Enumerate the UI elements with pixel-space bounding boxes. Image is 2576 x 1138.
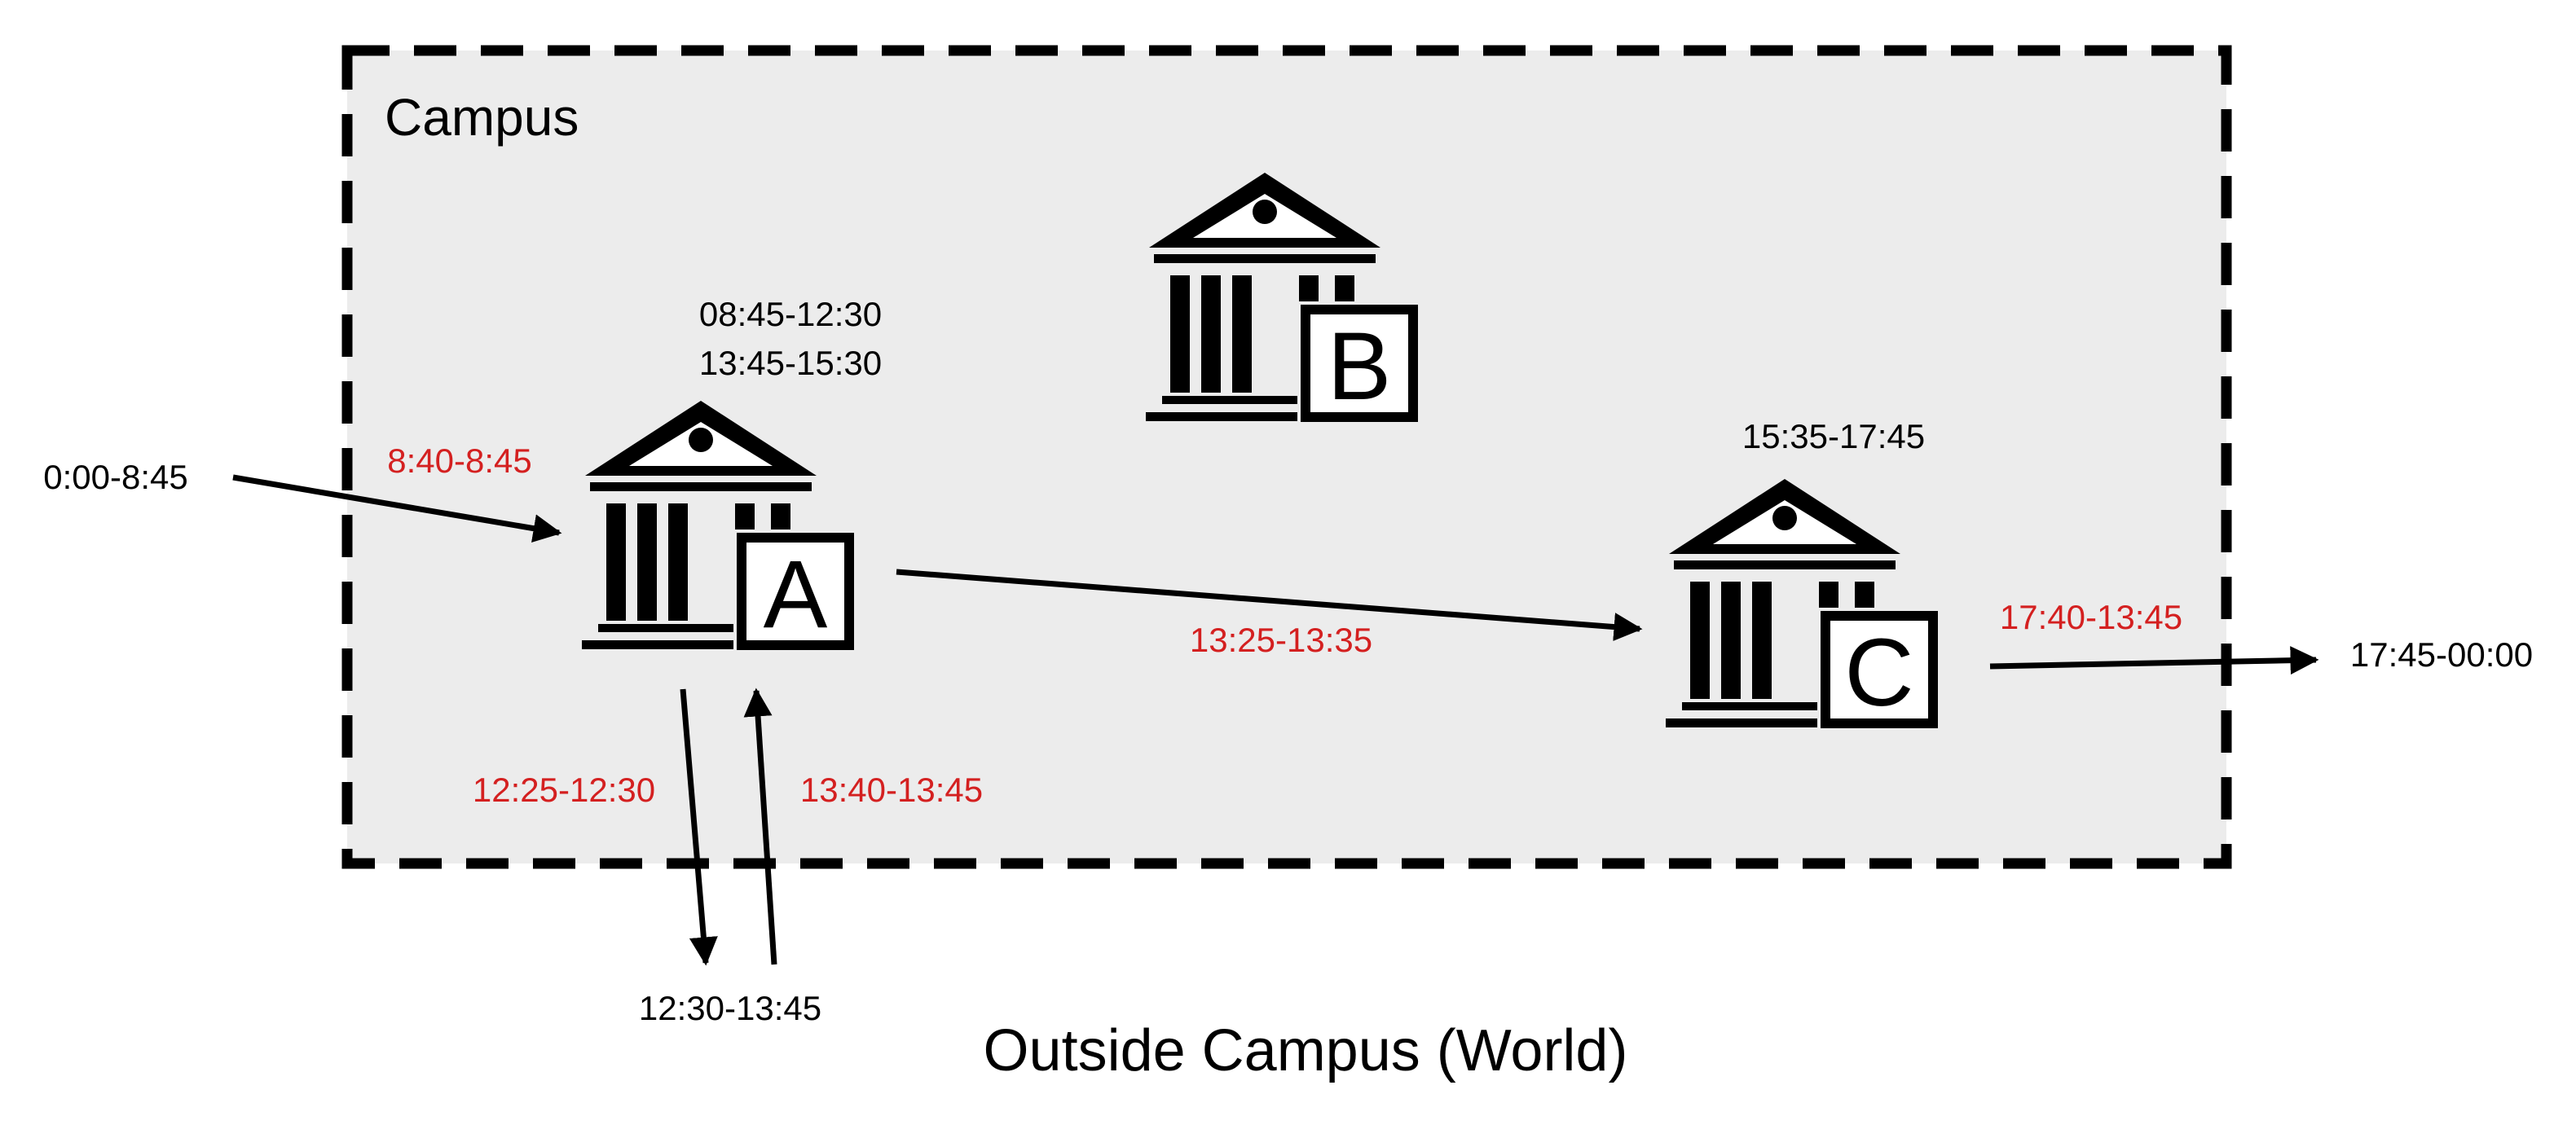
building-c-letter: C	[1844, 619, 1913, 727]
arrow-world-to-a	[232, 474, 562, 543]
building-a-schedule-1: 08:45-12:30	[699, 295, 882, 333]
building-b: B	[1146, 173, 1413, 421]
transition-world-to-a-return: 13:40-13:45	[800, 771, 983, 809]
transition-a-to-c: 13:25-13:35	[1190, 621, 1372, 659]
building-a: A	[582, 401, 849, 649]
transition-c-to-world: 17:40-13:45	[2000, 598, 2182, 636]
outside-before: 0:00-8:45	[43, 458, 187, 496]
arrow-c-to-world	[1989, 646, 2319, 675]
transition-world-to-a: 8:40-8:45	[387, 442, 531, 480]
building-c-schedule: 15:35-17:45	[1742, 417, 1925, 455]
transition-a-to-world: 12:25-12:30	[473, 771, 655, 809]
building-a-letter: A	[764, 541, 828, 648]
outside-midday: 12:30-13:45	[639, 989, 821, 1027]
building-b-letter: B	[1328, 313, 1392, 420]
arrow-a-to-world	[680, 688, 718, 966]
building-c: C	[1666, 479, 1933, 727]
world-label: Outside Campus (World)	[984, 1018, 1628, 1083]
campus-label: Campus	[385, 88, 579, 147]
outside-after: 17:45-00:00	[2350, 635, 2533, 674]
arrow-world-to-a-return	[743, 688, 777, 965]
building-a-schedule-2: 13:45-15:30	[699, 344, 882, 382]
arrow-a-to-c	[896, 569, 1643, 642]
